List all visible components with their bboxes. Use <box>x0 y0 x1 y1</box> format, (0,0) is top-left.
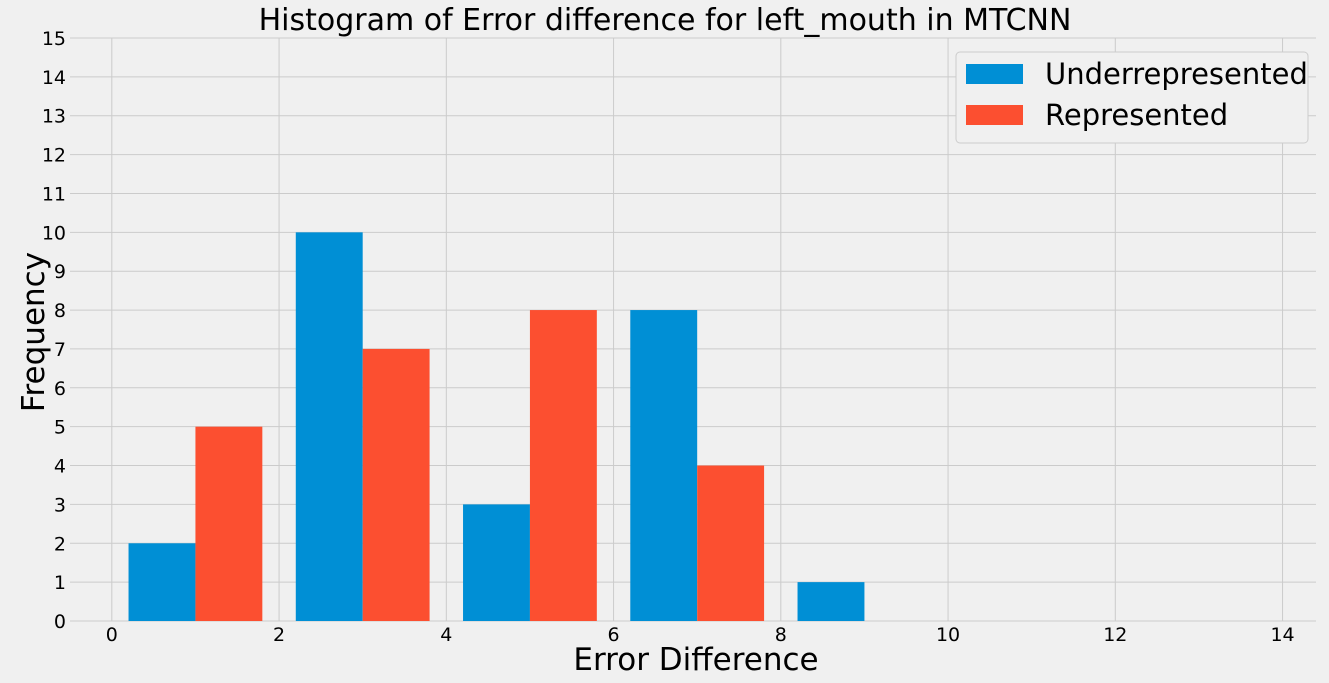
y-tick-label: 6 <box>54 378 66 400</box>
y-tick-label: 15 <box>42 28 66 50</box>
legend-label: Represented <box>1045 98 1228 132</box>
represented-bar <box>362 348 430 621</box>
y-tick-label: 0 <box>54 611 66 633</box>
x-tick-label: 6 <box>608 624 620 646</box>
x-tick-label: 10 <box>936 624 960 646</box>
represented-bar <box>195 426 263 621</box>
y-tick-label: 11 <box>42 183 66 205</box>
x-tick-label: 14 <box>1270 624 1294 646</box>
y-tick-label: 4 <box>54 456 66 478</box>
y-tick-label: 8 <box>54 300 66 322</box>
y-axis-label: Frequency <box>16 252 52 412</box>
legend-label: Underrepresented <box>1045 57 1308 91</box>
y-tick-label: 5 <box>54 417 66 439</box>
chart-title: Histogram of Error difference for left_m… <box>259 3 1072 38</box>
y-tick-label: 3 <box>54 494 66 516</box>
x-tick-label: 8 <box>775 624 787 646</box>
y-tick-label: 13 <box>42 106 66 128</box>
underrepresented-bar <box>797 582 865 621</box>
x-tick-label: 4 <box>440 624 452 646</box>
x-tick-label: 0 <box>106 624 118 646</box>
x-tick-label: 12 <box>1103 624 1127 646</box>
represented-bar <box>529 310 597 621</box>
y-tick-label: 10 <box>42 222 66 244</box>
legend: Underrepresented Represented <box>955 51 1309 144</box>
y-tick-label: 1 <box>54 572 66 594</box>
underrepresented-bar <box>295 232 363 622</box>
legend-swatch <box>966 64 1023 84</box>
bars <box>128 232 865 622</box>
underrepresented-bar <box>463 504 530 621</box>
y-tick-label: 12 <box>42 145 66 167</box>
legend-frame <box>955 51 1309 144</box>
x-tick-label: 2 <box>273 624 285 646</box>
y-tick-label: 14 <box>42 67 66 89</box>
x-axis-label: Error Difference <box>573 642 818 678</box>
y-tick-label: 7 <box>54 339 66 361</box>
y-tick-label: 9 <box>54 261 66 283</box>
underrepresented-bar <box>128 543 196 621</box>
underrepresented-bar <box>630 310 698 621</box>
y-tick-label: 2 <box>54 533 66 555</box>
legend-swatch <box>966 105 1023 125</box>
represented-bar <box>697 465 765 621</box>
